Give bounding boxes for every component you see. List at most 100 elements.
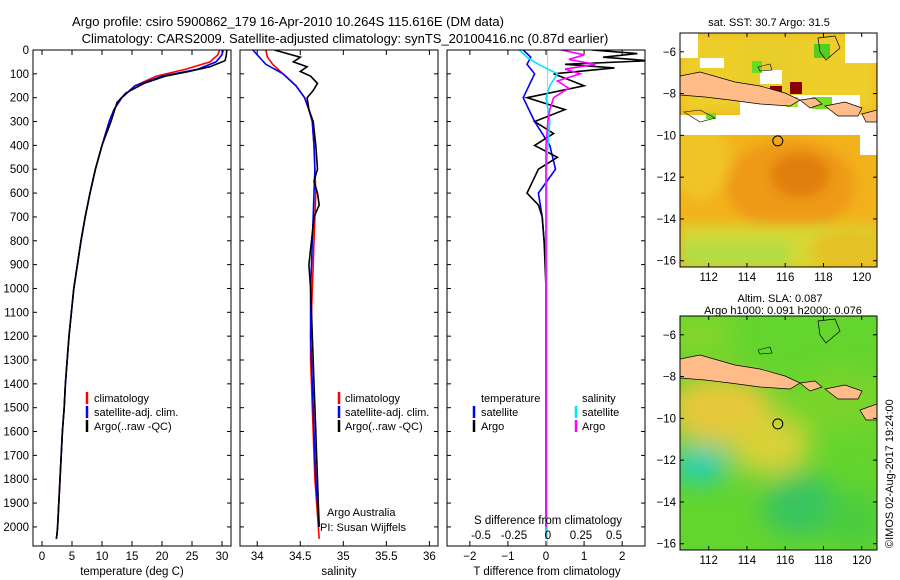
salinity-panel: 34 34.5 35 35.5 36 salinity climatology sate… xyxy=(239,49,439,578)
small-island-outline xyxy=(757,346,773,355)
s-tick-label: 0.5 xyxy=(606,530,622,542)
lat-tick-label: −6 xyxy=(663,330,676,342)
salinity-axis-ticks: 34 34.5 35 35.5 36 xyxy=(240,49,438,563)
depth-tick-label: 1300 xyxy=(3,355,29,367)
lombok-sumbawa-island xyxy=(824,384,863,400)
lat-tick-label: −16 xyxy=(656,539,676,551)
sst-map-axis-ticks: 112 114 116 118 120 −6 −8 −10 −12 −14 −16 xyxy=(656,33,877,284)
lon-tick-label: 116 xyxy=(776,272,794,284)
legend-label-t-satellite: satellite xyxy=(481,407,518,419)
legend-title-salinity: salinity xyxy=(582,393,616,405)
difference-legend: temperature satellite Argo salinity sate… xyxy=(472,393,619,433)
temperature-climatology-line xyxy=(55,50,221,539)
x-tick-label: 20 xyxy=(156,551,169,563)
salinity-argo-line xyxy=(274,50,321,527)
lon-tick-label: 112 xyxy=(700,272,718,284)
s-tick-label: 0 xyxy=(545,530,551,542)
difference-axes-frame xyxy=(446,49,646,547)
lon-tick-label: 118 xyxy=(814,555,832,567)
lon-tick-label: 112 xyxy=(700,555,718,567)
lon-tick-label: 120 xyxy=(852,555,871,567)
kalimantan-coast xyxy=(817,35,841,61)
difference-axis-ticks: −2 −1 0 1 2 xyxy=(447,49,645,563)
legend-label-t-argo: Argo xyxy=(481,421,504,433)
argo-float-position-marker xyxy=(772,135,784,147)
salinity-satellite-line xyxy=(252,50,320,527)
legend-label-climatology: climatology xyxy=(345,393,401,405)
depth-tick-label: 200 xyxy=(10,93,29,105)
s-difference-xlabel: S difference from climatology xyxy=(474,515,622,527)
x-tick-label: 0 xyxy=(543,551,549,563)
x-tick-label: 36 xyxy=(423,551,436,563)
sumba-island xyxy=(859,403,877,421)
sla-map-frame xyxy=(679,315,878,551)
temperature-axis-ticks: 0 5 10 15 20 25 30 xyxy=(33,49,231,563)
flores-island xyxy=(861,109,877,123)
small-island-outline xyxy=(757,63,773,72)
s-difference-argo-line xyxy=(545,50,596,527)
argo-float-position-marker xyxy=(772,418,784,430)
x-tick-label: 2 xyxy=(619,551,625,563)
bali-island xyxy=(799,97,823,109)
t-difference-xlabel: T difference from climatology xyxy=(473,566,620,578)
sst-map-panel: sat. SST: 30.7 Argo: 31.5 xyxy=(656,17,878,284)
sla-map-field xyxy=(680,316,877,550)
depth-tick-label: 1800 xyxy=(3,474,29,486)
s-tick-label: -0.5 xyxy=(471,530,491,542)
depth-tick-label: 1900 xyxy=(3,498,29,510)
lon-tick-label: 114 xyxy=(738,272,757,284)
depth-tick-label: 0 xyxy=(23,45,29,57)
x-tick-label: 30 xyxy=(216,551,229,563)
lat-tick-label: −6 xyxy=(663,47,676,59)
lat-tick-label: −10 xyxy=(656,130,676,142)
depth-tick-label: 400 xyxy=(10,140,29,152)
depth-tick-label: 1700 xyxy=(3,450,29,462)
depth-tick-label: 1500 xyxy=(3,403,29,415)
sla-map-panel: Altim. SLA: 0.087 Argo h1000: 0.091 h200… xyxy=(656,293,878,567)
lombok-sumbawa-island xyxy=(824,101,863,117)
lat-tick-label: −16 xyxy=(656,256,676,268)
depth-tick-label: 900 xyxy=(10,260,29,272)
lat-tick-label: −8 xyxy=(663,372,676,384)
x-tick-label: 34.5 xyxy=(289,551,311,563)
bali-island xyxy=(799,380,823,392)
legend-label-s-argo: Argo xyxy=(582,421,605,433)
java-island xyxy=(680,354,801,390)
lon-tick-label: 120 xyxy=(852,272,871,284)
small-island-outline xyxy=(683,109,716,123)
depth-tick-label: 800 xyxy=(10,236,29,248)
lat-tick-label: −12 xyxy=(656,172,676,184)
s-tick-label: -0.25 xyxy=(501,530,527,542)
depth-tick-label: 600 xyxy=(10,188,29,200)
depth-axis-ticks: 0 100 200 300 400 500 600 700 800 900 1000 1100 1200… xyxy=(3,45,29,534)
sst-map-frame xyxy=(679,32,878,268)
temperature-argo-line xyxy=(55,50,228,539)
depth-tick-label: 1000 xyxy=(3,283,29,295)
x-tick-label: 35 xyxy=(337,551,350,563)
lat-tick-label: −8 xyxy=(663,89,676,101)
temperature-legend: climatology satellite-adj. clim. Argo(..… xyxy=(85,392,178,433)
legend-label-climatology: climatology xyxy=(94,393,150,405)
lat-tick-label: −14 xyxy=(656,497,676,509)
lon-tick-label: 116 xyxy=(776,555,794,567)
legend-label-argo: Argo(..raw -QC) xyxy=(94,421,172,433)
depth-tick-label: 1100 xyxy=(4,307,29,319)
depth-tick-label: 100 xyxy=(10,69,29,81)
float-owner-annotation: Argo Australia xyxy=(327,507,396,519)
temperature-xlabel: temperature (deg C) xyxy=(80,566,184,578)
lon-tick-label: 114 xyxy=(738,555,757,567)
salinity-xlabel: salinity xyxy=(321,566,356,578)
x-tick-label: −1 xyxy=(501,551,514,563)
depth-tick-label: 500 xyxy=(10,164,29,176)
salinity-legend: climatology satellite-adj. clim. Argo(..… xyxy=(337,392,429,433)
legend-label-s-satellite: satellite xyxy=(582,407,619,419)
legend-label-satellite: satellite-adj. clim. xyxy=(94,407,178,419)
legend-label-argo: Argo(..raw -QC) xyxy=(345,421,423,433)
figure-title-line1: Argo profile: csiro 5900862_179 16-Apr-2… xyxy=(72,14,504,29)
sla-map-title-line1: Altim. SLA: 0.087 xyxy=(738,293,823,305)
depth-tick-label: 2000 xyxy=(3,522,29,534)
depth-tick-label: 1200 xyxy=(3,331,29,343)
temperature-axes-frame xyxy=(32,49,232,547)
x-tick-label: 25 xyxy=(186,551,199,563)
x-tick-label: 10 xyxy=(96,551,109,563)
